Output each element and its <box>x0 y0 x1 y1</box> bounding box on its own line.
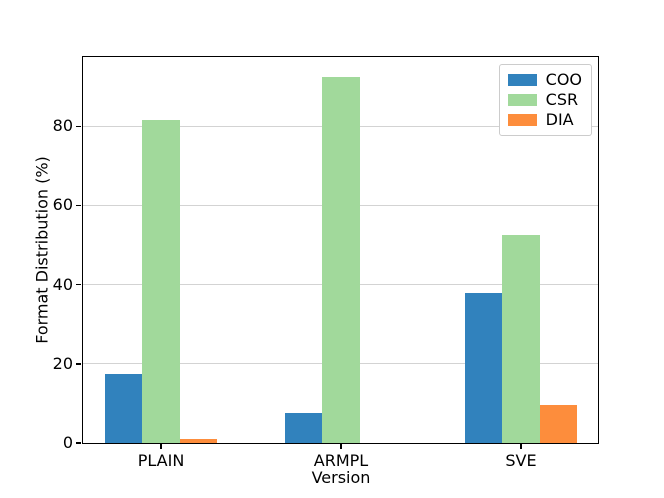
y-tick-label-20: 20 <box>52 353 73 373</box>
x-tick-label-armpl: ARMPL <box>313 451 369 470</box>
legend-swatch-coo <box>507 74 537 86</box>
y-tick-mark-60 <box>76 204 81 207</box>
legend-swatch-dia <box>507 114 537 126</box>
bar-csr-plain <box>142 119 180 443</box>
bar-coo-sve <box>464 292 503 443</box>
legend-label-coo: COO <box>545 70 582 89</box>
x-tick-label-sve: SVE <box>505 451 537 470</box>
y-tick-mark-0 <box>76 442 81 444</box>
x-tick-mark-plain <box>160 444 162 449</box>
y-tick-label-0: 0 <box>62 433 73 452</box>
legend: COO CSR DIA <box>498 64 592 136</box>
y-tick-label-40: 40 <box>52 274 73 294</box>
bar-dia-plain <box>179 439 218 443</box>
legend-swatch-csr <box>507 94 537 106</box>
legend-item-csr: CSR <box>507 90 582 110</box>
bar-csr-armpl <box>322 76 360 443</box>
x-tick-mark-armpl <box>340 444 342 449</box>
legend-label-csr: CSR <box>545 90 579 109</box>
bar-csr-sve <box>502 234 540 443</box>
bar-dia-sve <box>539 405 578 443</box>
x-axis-label: Version <box>311 468 371 487</box>
bar-coo-plain <box>104 374 143 443</box>
legend-label-dia: DIA <box>545 110 574 129</box>
plot-area: 0 20 40 60 80 PLAIN ARMPL SVE COO CSR DIA <box>53 56 599 470</box>
y-tick-mark-20 <box>76 363 81 365</box>
y-axis-label: Format Distribution (%) <box>32 156 52 344</box>
x-tick-mark-sve <box>520 444 522 449</box>
y-tick-mark-40 <box>76 283 81 286</box>
bar-coo-armpl <box>284 413 323 443</box>
y-tick-label-80: 80 <box>52 116 73 136</box>
legend-item-dia: DIA <box>507 110 582 130</box>
y-tick-label-60: 60 <box>52 195 73 215</box>
y-tick-mark-80 <box>76 125 81 128</box>
x-tick-label-plain: PLAIN <box>137 451 185 470</box>
legend-item-coo: COO <box>507 70 582 90</box>
